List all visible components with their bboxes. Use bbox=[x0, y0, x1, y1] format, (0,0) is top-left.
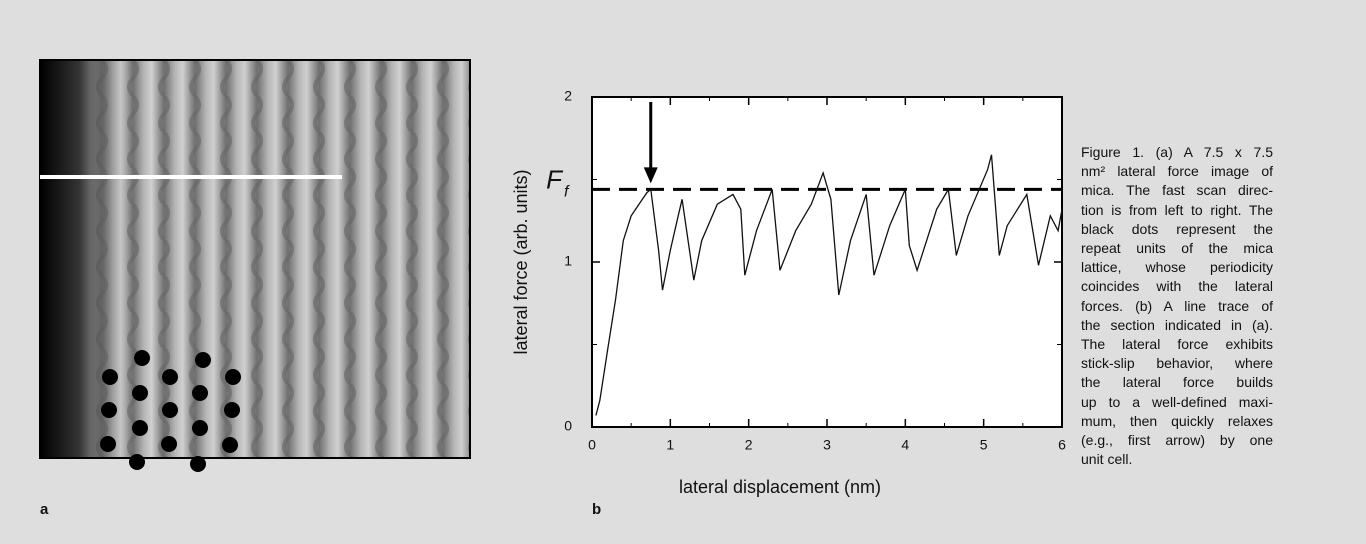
x-tick-label: 3 bbox=[823, 437, 831, 453]
caption-line: coincides with the lateral bbox=[1081, 278, 1273, 295]
x-axis-label: lateral displacement (nm) bbox=[679, 477, 881, 497]
threshold-subscript: f bbox=[564, 184, 570, 201]
caption-line: repeat units of the mica bbox=[1081, 240, 1273, 257]
x-tick-label: 5 bbox=[980, 437, 988, 453]
caption-line: the lateral force builds bbox=[1081, 374, 1273, 391]
y-tick-label: 0 bbox=[564, 418, 572, 434]
x-tick-label: 0 bbox=[588, 437, 596, 453]
panel-label: a bbox=[40, 501, 49, 518]
x-tick-label: 6 bbox=[1058, 437, 1066, 453]
caption-line: stick-slip behavior, where bbox=[1081, 355, 1273, 372]
plot-area bbox=[591, 96, 1063, 428]
caption-line: The lateral force exhibits bbox=[1081, 336, 1273, 353]
caption-line: Figure 1. (a) A 7.5 x 7.5 bbox=[1081, 144, 1273, 160]
afm-image bbox=[39, 59, 471, 472]
y-tick-label: 2 bbox=[564, 88, 572, 104]
caption-line: forces. (b) A line trace of bbox=[1081, 297, 1273, 314]
y-tick-label: 1 bbox=[564, 253, 572, 269]
caption-line: the section indicated in (a). bbox=[1081, 316, 1273, 333]
caption-line: unit cell. bbox=[1081, 451, 1133, 468]
x-tick-label: 4 bbox=[901, 437, 909, 453]
caption-line: (e.g., first arrow) by one bbox=[1081, 432, 1273, 449]
caption-line: black dots represent the bbox=[1081, 220, 1273, 237]
caption-line: up to a well-defined maxi- bbox=[1081, 393, 1273, 410]
threshold-label: F bbox=[546, 164, 564, 194]
caption: Figure 1. (a) A 7.5 x 7.5 nm² lateral for… bbox=[1081, 143, 1273, 469]
arrow-head bbox=[643, 167, 658, 184]
force-trace bbox=[595, 154, 1063, 416]
x-tick-label: 2 bbox=[745, 437, 753, 453]
caption-line: nm² lateral force image of bbox=[1081, 163, 1273, 180]
caption-line: mum, then quickly relaxes bbox=[1081, 412, 1273, 429]
caption-line: tion is from left to right. The bbox=[1081, 201, 1273, 218]
y-axis-label: lateral force (arb. units) bbox=[511, 169, 531, 354]
caption-line: lattice, whose periodicity bbox=[1081, 259, 1273, 276]
x-tick-label: 1 bbox=[666, 437, 674, 453]
panel-label: b bbox=[592, 501, 601, 518]
caption-line: mica. The fast scan direc- bbox=[1081, 182, 1273, 199]
